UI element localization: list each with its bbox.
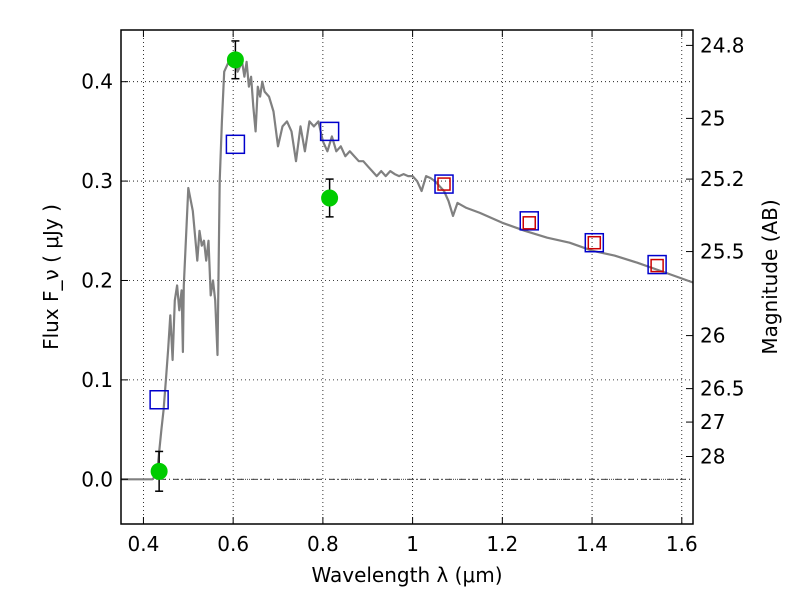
y-tick-label: 0.4 (81, 70, 113, 94)
x-tick-label: 0.4 (128, 532, 160, 556)
y-tick-label: 0.3 (81, 169, 113, 193)
y-tick-label: 0.2 (81, 268, 113, 292)
spectrum-line (121, 55, 693, 481)
model-square-point (319, 121, 340, 142)
y2-tick-label: 24.8 (700, 33, 745, 57)
x-tick-label: 1.4 (576, 532, 608, 556)
observed-flux-point (321, 189, 339, 207)
x-tick-label: 0.6 (217, 532, 249, 556)
x-tick-label: 1.2 (486, 532, 518, 556)
y-tick-label: 0.0 (81, 467, 113, 491)
y2-axis-label: Magnitude (AB) (758, 199, 782, 354)
y2-tick-label: 27 (700, 410, 725, 434)
observed-flux-point (226, 51, 244, 69)
model-small-square-point (587, 235, 602, 250)
y2-tick-label: 25 (700, 106, 725, 130)
model-small-square-point (650, 258, 664, 273)
x-axis: 0.4 0.6 0.8 1 1.2 1.4 1.6 (128, 30, 698, 556)
observed-flux-point (150, 462, 168, 480)
y2-tick-label: 25.5 (700, 240, 745, 264)
x-tick-label: 1 (406, 532, 419, 556)
model-square-point (519, 211, 540, 231)
plot-frame (120, 29, 694, 525)
x-axis-label: Wavelength λ (μm) (311, 563, 502, 587)
x-tick-label: 1.6 (666, 532, 698, 556)
grid (121, 30, 693, 524)
model-square-point (647, 254, 667, 275)
model-square-point (225, 134, 246, 155)
y2-tick-label: 26.5 (700, 377, 745, 401)
y2-tick-label: 25.2 (700, 167, 745, 191)
y-axis: 0.0 0.1 0.2 0.3 0.4 (81, 70, 128, 491)
model-small-square-point (522, 216, 537, 230)
model-square-point (149, 390, 169, 410)
x-tick-label: 0.8 (307, 532, 339, 556)
y-axis-label: Flux F_ν ( μJy ) (39, 204, 63, 350)
y-tick-label: 0.1 (81, 368, 113, 392)
y2-tick-label: 26 (700, 324, 725, 348)
y2-tick-label: 28 (700, 445, 725, 469)
model-small-square-point (437, 177, 451, 191)
model-square-point (434, 174, 454, 194)
y2-axis: 24.8 25 25.2 25.5 26 26.5 27 28 (686, 33, 745, 469)
model-square-point (584, 232, 605, 253)
